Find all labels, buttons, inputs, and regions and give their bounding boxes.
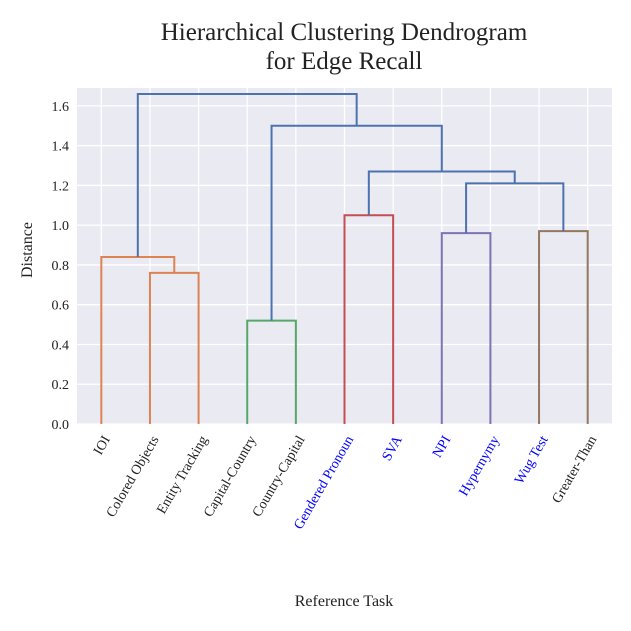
x-tick-label: IOI xyxy=(91,433,114,458)
x-tick-label: Entity Tracking xyxy=(155,434,212,517)
x-tick-label: Greater-Than xyxy=(550,434,601,507)
x-tick-label: Colored Objects xyxy=(104,434,163,521)
y-tick-label: 0.6 xyxy=(52,299,70,314)
y-tick-label: 1.2 xyxy=(52,179,70,194)
y-axis-label: Distance xyxy=(19,222,36,278)
dendrogram-link xyxy=(136,92,358,257)
chart-title: Hierarchical Clustering Dendrogram xyxy=(161,19,528,46)
x-tick-label: Wug Test xyxy=(512,433,552,487)
y-tick-label: 0.2 xyxy=(52,378,70,393)
dendrogram-link xyxy=(343,214,395,424)
chart-title: for Edge Recall xyxy=(266,48,423,75)
y-tick-label: 1.6 xyxy=(52,100,70,115)
y-tick-label: 0.4 xyxy=(52,338,70,353)
dendrogram-link xyxy=(538,230,589,424)
x-tick-label: NPI xyxy=(430,433,454,460)
x-tick-label: Capital-Country xyxy=(201,434,259,520)
y-tick-label: 0.0 xyxy=(52,418,70,433)
x-tick-label: Hypernymy xyxy=(457,433,503,498)
y-tick-label: 1.0 xyxy=(52,219,70,234)
x-axis-label: Reference Task xyxy=(295,593,394,610)
y-tick-label: 1.4 xyxy=(52,140,70,155)
y-tick-label: 0.8 xyxy=(52,259,70,274)
x-tick-label: SVA xyxy=(380,433,407,464)
dendrogram-link xyxy=(367,170,516,216)
dendrogram-link xyxy=(465,182,565,234)
x-tick-label: Country-Capital xyxy=(250,433,309,519)
